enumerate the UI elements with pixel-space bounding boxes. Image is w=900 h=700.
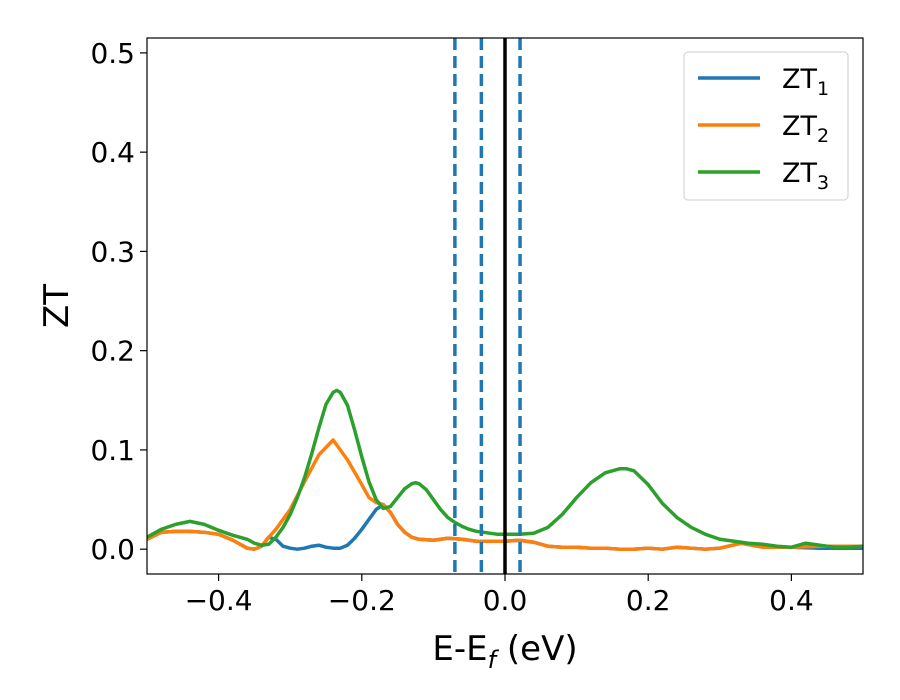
y-tick-label: 0.1 [90,434,135,467]
x-axis-label-main: E-E [432,629,487,669]
y-tick-label: 0.5 [90,37,135,70]
legend-label: ZT1 [782,64,829,100]
y-axis-label: ZT [37,284,77,328]
data-layer [147,388,863,551]
y-tick-label: 0.3 [90,235,135,268]
x-axis-label-unit: (eV) [496,629,578,669]
legend-box [683,51,849,201]
legend-label: ZT2 [782,111,829,147]
y-tick-label: 0.2 [90,335,135,368]
legend-entry-zt1: ZT1 [698,64,829,100]
legend-label: ZT3 [782,158,829,194]
series-line-zt3 [147,388,863,549]
reference-lines [453,38,522,574]
y-tick-label: 0.0 [90,533,135,566]
legend-items: ZT1 ZT2 ZT3 [698,64,829,194]
x-axis: −0.4 −0.2 0.0 0.2 0.4 [185,574,814,617]
legend-entry-zt2: ZT2 [698,111,829,147]
x-tick-label: −0.4 [185,584,253,617]
x-tick-label: 0.4 [769,584,814,617]
x-tick-label: −0.2 [328,584,396,617]
y-axis: 0.0 0.1 0.2 0.3 0.4 0.5 [90,37,147,566]
series-line-zt2 [147,438,863,551]
x-tick-label: 0.2 [626,584,671,617]
x-tick-label: 0.0 [483,584,528,617]
y-tick-label: 0.4 [90,136,135,169]
legend-entry-zt3: ZT3 [698,158,829,194]
x-axis-label: E-Ef (eV) [432,629,577,674]
legend: ZT1 ZT2 ZT3 [683,51,849,201]
